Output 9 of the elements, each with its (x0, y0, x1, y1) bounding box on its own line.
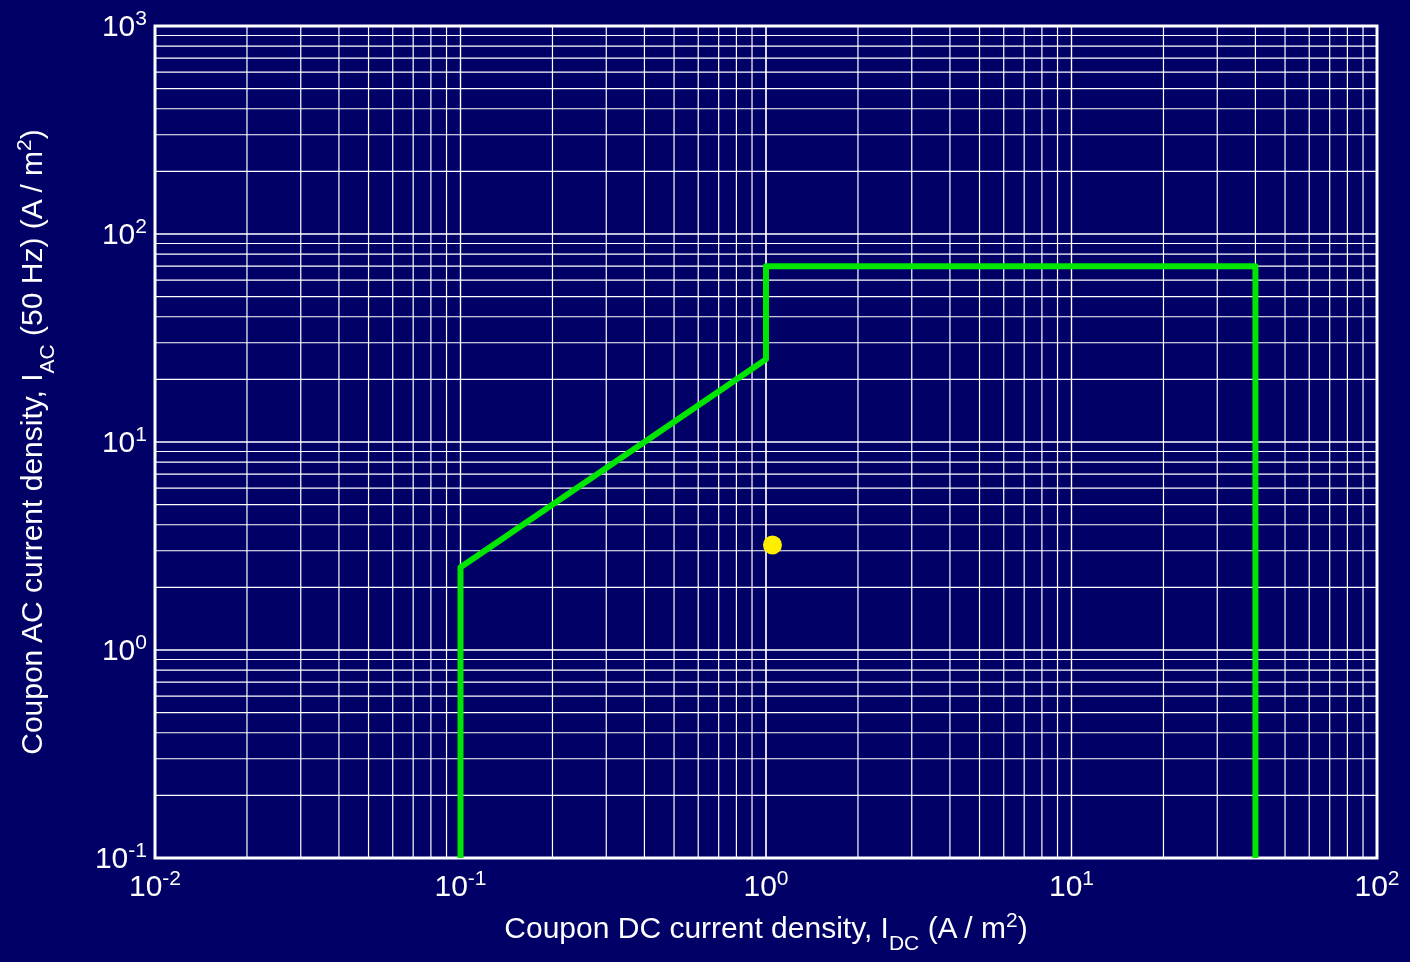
y-tick-label: 10$^{0}$ (101, 629, 147, 666)
x-axis-title: Coupon DC current density, I$_{DC}$ (A / m$^{2}$) (504, 907, 1028, 954)
x-tick-label: 10$^{2}$ (1354, 865, 1400, 902)
y-tick-label: 10$^{1}$ (101, 421, 147, 458)
x-tick-label: 10$^{0}$ (743, 865, 789, 902)
x-tick-label: 10$^{-1}$ (434, 865, 487, 902)
y-tick-label: 10$^{2}$ (101, 213, 147, 250)
x-tick-label: 10$^{1}$ (1048, 865, 1095, 902)
y-tick-label: 10$^{3}$ (101, 5, 147, 42)
